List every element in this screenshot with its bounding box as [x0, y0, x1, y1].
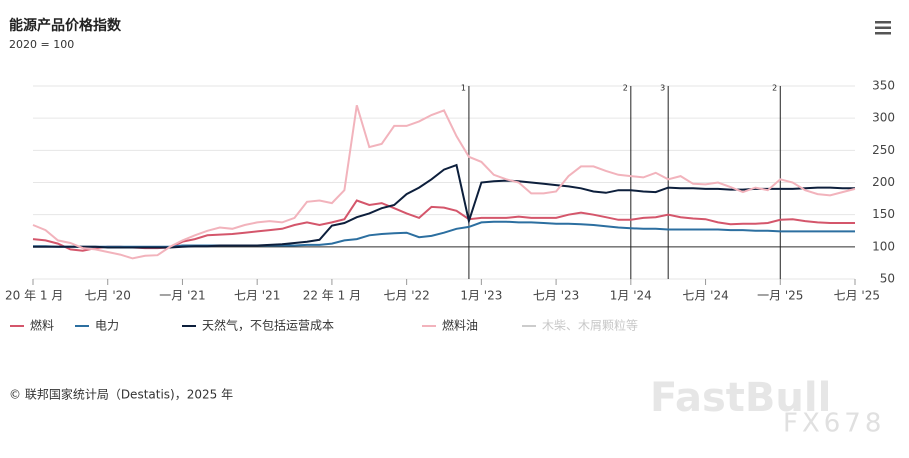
series-line — [33, 163, 855, 249]
x-tick-label: 1月 '23 — [460, 289, 502, 303]
legend-label: 天然气，不包括运营成本 — [202, 318, 334, 333]
y-tick-label: 50 — [880, 272, 895, 286]
legend-label: 燃料油 — [442, 318, 478, 333]
x-tick-label: 七月 '25 — [834, 289, 880, 303]
y-tick-label: 100 — [872, 239, 895, 253]
menu-bar — [875, 26, 891, 29]
series-line — [33, 220, 855, 248]
menu-bar — [875, 21, 891, 24]
y-tick-label: 300 — [872, 111, 895, 125]
chart-subtitle: 2020 = 100 — [9, 38, 74, 51]
credit: © 联邦国家统计局（Destatis)，2025 年 — [9, 387, 233, 402]
menu-button[interactable] — [874, 20, 892, 36]
legend-item[interactable]: 天然气，不包括运营成本 — [182, 318, 334, 333]
x-tick-label: 一月 '25 — [757, 289, 803, 303]
annotation-label: 1 — [461, 84, 466, 93]
x-tick-label: 一月 '21 — [159, 289, 205, 303]
legend-label: 木柴、木屑颗粒等 — [542, 318, 638, 333]
x-tick-label: 七月 '22 — [383, 289, 429, 303]
series-line — [32, 105, 856, 260]
watermark: FastBull — [650, 375, 831, 421]
y-tick-label: 250 — [872, 143, 895, 157]
watermark: FX678 — [783, 409, 885, 439]
series-line — [32, 199, 855, 252]
legend-item[interactable]: 燃料 — [10, 318, 54, 333]
y-tick-label: 350 — [872, 79, 895, 93]
legend-label: 电力 — [95, 319, 119, 333]
annotation-label: 3 — [660, 84, 665, 93]
x-tick-label: 七月 '20 — [85, 289, 131, 303]
x-tick-label: 七月 '23 — [533, 289, 579, 303]
x-tick-label: 七月 '21 — [234, 289, 280, 303]
x-tick-label: 22 年 1 月 — [303, 289, 361, 303]
legend-item[interactable]: 木柴、木屑颗粒等 — [522, 318, 638, 333]
legend-label: 燃料 — [30, 318, 54, 333]
menu-bar — [875, 32, 891, 35]
x-tick-label: 20 年 1 月 — [5, 289, 63, 303]
chart-title: 能源产品价格指数 — [9, 17, 122, 34]
annotation-label: 2 — [772, 84, 777, 93]
legend-item[interactable]: 电力 — [75, 319, 119, 333]
x-tick-label: 1月 '24 — [610, 289, 652, 303]
annotation-label: 2 — [623, 84, 628, 93]
y-tick-label: 150 — [872, 207, 895, 221]
x-tick-label: 七月 '24 — [682, 289, 728, 303]
y-tick-label: 200 — [872, 175, 895, 189]
legend-item[interactable]: 燃料油 — [422, 318, 478, 333]
